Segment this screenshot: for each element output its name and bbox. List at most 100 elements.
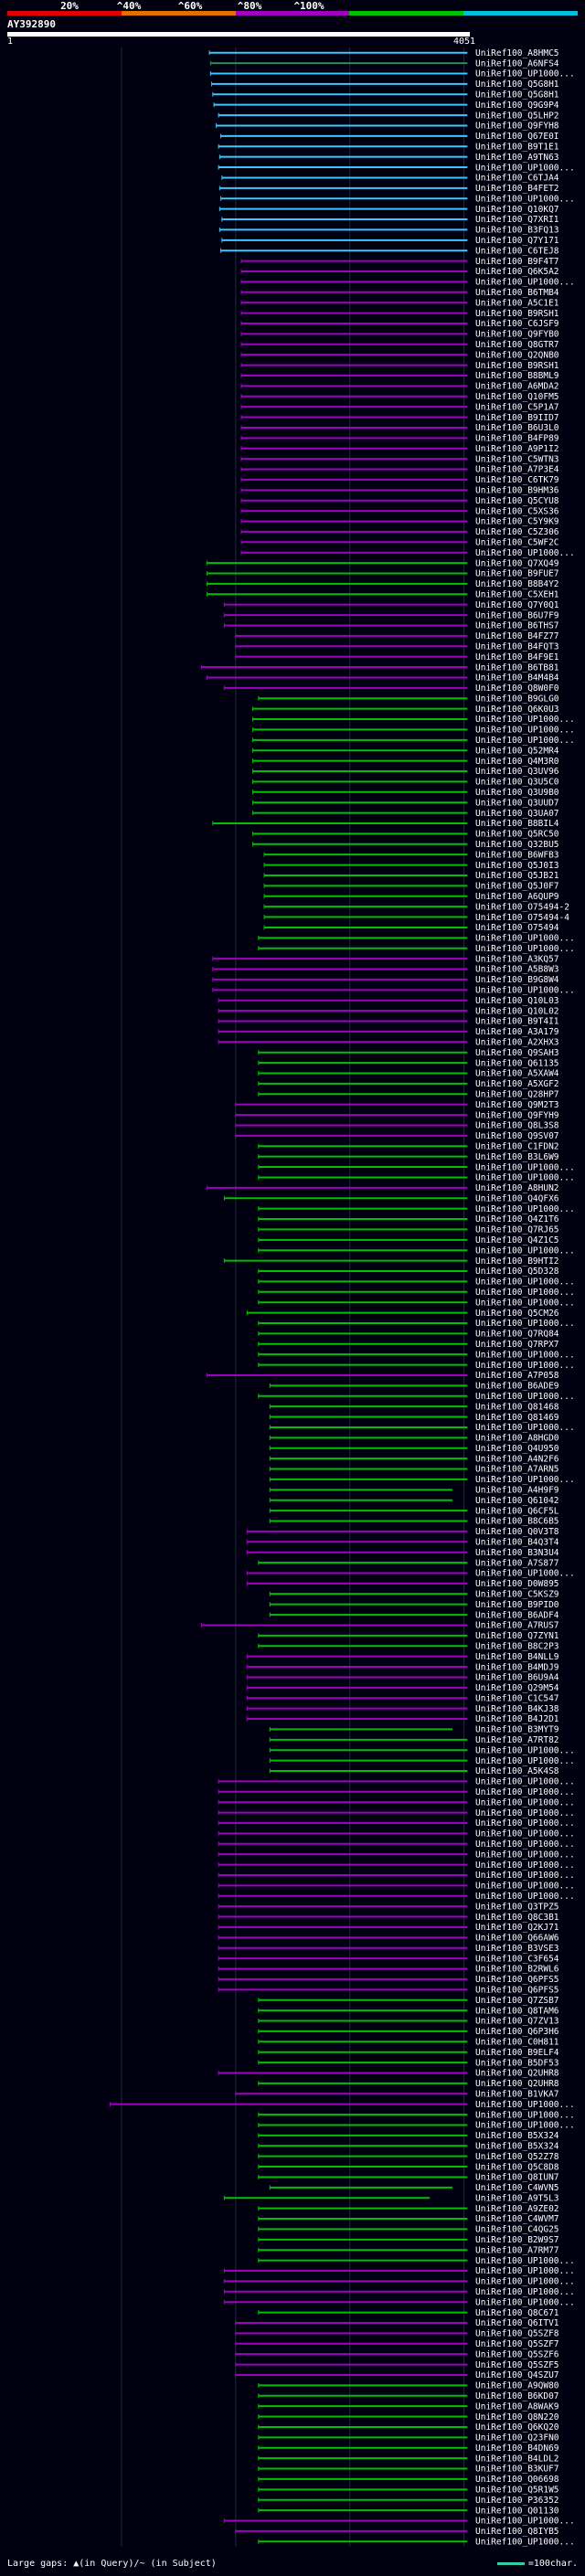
hit-label[interactable]: UniRef100_Q8C671 [475,2308,559,2318]
hit-label[interactable]: UniRef100_B4M4B4 [475,673,559,684]
hit-label[interactable]: UniRef100_UP1000... [475,1392,575,1402]
hit-label[interactable]: UniRef100_A3A179 [475,1027,559,1037]
hit-label[interactable]: UniRef100_Q10L03 [475,996,559,1006]
hit-label[interactable]: UniRef100_Q5JB21 [475,871,559,881]
hit-label[interactable]: UniRef100_Q32BU5 [475,840,559,850]
hit-label[interactable]: UniRef100_Q8IYB5 [475,2527,559,2537]
hit-label[interactable]: UniRef100_Q10FM5 [475,392,559,402]
hit-label[interactable]: UniRef100_UP1000... [475,1818,575,1829]
hit-label[interactable]: UniRef100_C6TEJ8 [475,246,559,256]
hit-label[interactable]: UniRef100_B4DN69 [475,2443,559,2454]
hit-label[interactable]: UniRef100_B9HM36 [475,486,559,496]
hit-label[interactable]: UniRef100_Q8GTR7 [475,340,559,350]
hit-label[interactable]: UniRef100_Q8C3B1 [475,1913,559,1923]
hit-label[interactable]: UniRef100_Q3TPZ5 [475,1902,559,1912]
hit-label[interactable]: UniRef100_B6ADF4 [475,1610,559,1620]
hit-label[interactable]: UniRef100_UP1000... [475,1361,575,1371]
hit-label[interactable]: UniRef100_UP1000... [475,1745,575,1755]
hit-label[interactable]: UniRef100_Q9FYB0 [475,330,559,340]
hit-label[interactable]: UniRef100_O75494 [475,923,559,933]
hit-label[interactable]: UniRef100_Q67E0I [475,132,559,142]
hit-label[interactable]: UniRef100_C4WVN5 [475,2183,559,2193]
hit-label[interactable]: UniRef100_UP1000... [475,2287,575,2297]
hit-label[interactable]: UniRef100_Q6KQ20 [475,2422,559,2433]
hit-label[interactable]: UniRef100_Q6ITV1 [475,2318,559,2328]
hit-label[interactable]: UniRef100_Q2QNB0 [475,350,559,360]
hit-label[interactable]: UniRef100_A8HGD0 [475,1434,559,1444]
hit-label[interactable]: UniRef100_B9PID0 [475,1600,559,1610]
hit-label[interactable]: UniRef100_Q9FYH9 [475,1110,559,1120]
hit-label[interactable]: UniRef100_C5KSZ9 [475,1589,559,1599]
hit-label[interactable]: UniRef100_UP1000... [475,548,575,558]
hit-label[interactable]: UniRef100_Q5J0F7 [475,882,559,892]
hit-label[interactable]: UniRef100_Q5SZF8 [475,2329,559,2339]
hit-label[interactable]: UniRef100_A5C1E1 [475,298,559,308]
hit-label[interactable]: UniRef100_C5Y9K9 [475,517,559,527]
hit-label[interactable]: UniRef100_B6TB81 [475,663,559,673]
hit-label[interactable]: UniRef100_B8B4Y2 [475,579,559,589]
hit-label[interactable]: UniRef100_UP1000... [475,2121,575,2131]
hit-label[interactable]: UniRef100_Q9SAH3 [475,1048,559,1058]
hit-label[interactable]: UniRef100_Q7XQ49 [475,558,559,568]
hit-label[interactable]: UniRef100_A5XAW4 [475,1069,559,1079]
hit-label[interactable]: UniRef100_B9G8W4 [475,975,559,985]
hit-label[interactable]: UniRef100_UP1000... [475,2266,575,2276]
hit-label[interactable]: UniRef100_B3FQ13 [475,226,559,236]
hit-label[interactable]: UniRef100_Q4M3R0 [475,757,559,767]
hit-label[interactable]: UniRef100_A8HMC5 [475,48,559,58]
hit-label[interactable]: UniRef100_B4MDJ9 [475,1662,559,1672]
hit-label[interactable]: UniRef100_UP1000... [475,1860,575,1871]
hit-label[interactable]: UniRef100_A7RUS7 [475,1621,559,1631]
hit-label[interactable]: UniRef100_Q5G8H1 [475,80,559,90]
hit-label[interactable]: UniRef100_Q61135 [475,1058,559,1068]
hit-label[interactable]: UniRef100_Q4SZU7 [475,2370,559,2380]
hit-label[interactable]: UniRef100_UP1000... [475,1204,575,1214]
hit-label[interactable]: UniRef100_UP1000... [475,2277,575,2287]
hit-label[interactable]: UniRef100_Q7RQ84 [475,1330,559,1340]
hit-label[interactable]: UniRef100_UP1000... [475,736,575,746]
hit-label[interactable]: UniRef100_C5P1A7 [475,402,559,412]
hit-label[interactable]: UniRef100_Q10L02 [475,1006,559,1016]
hit-label[interactable]: UniRef100_A7ARN5 [475,1465,559,1475]
hit-label[interactable]: UniRef100_Q81468 [475,1402,559,1412]
hit-label[interactable]: UniRef100_O75494-4 [475,913,569,923]
hit-label[interactable]: UniRef100_UP1000... [475,69,575,80]
hit-label[interactable]: UniRef100_UP1000... [475,726,575,736]
hit-label[interactable]: UniRef100_Q28HP7 [475,1089,559,1099]
hit-label[interactable]: UniRef100_C4QG25 [475,2225,559,2235]
hit-label[interactable]: UniRef100_Q01130 [475,2506,559,2516]
hit-label[interactable]: UniRef100_Q6PFS5 [475,1986,559,1996]
hit-label[interactable]: UniRef100_Q6CF5L [475,1506,559,1516]
hit-label[interactable]: UniRef100_UP1000... [475,1892,575,1902]
hit-label[interactable]: UniRef100_Q9SV07 [475,1131,559,1141]
hit-label[interactable]: UniRef100_B9HTI2 [475,1256,559,1267]
hit-label[interactable]: UniRef100_C0H811 [475,2038,559,2048]
hit-label[interactable]: UniRef100_UP1000... [475,1162,575,1172]
hit-label[interactable]: UniRef100_UP1000... [475,1756,575,1766]
hit-label[interactable]: UniRef100_C6TK79 [475,475,559,485]
hit-label[interactable]: UniRef100_UP1000... [475,2256,575,2266]
hit-label[interactable]: UniRef100_B8BIL4 [475,819,559,829]
hit-label[interactable]: UniRef100_Q66AW6 [475,1934,559,1944]
hit-label[interactable]: UniRef100_Q5C8D8 [475,2162,559,2172]
hit-label[interactable]: UniRef100_Q8L3S8 [475,1121,559,1131]
hit-label[interactable]: UniRef100_Q23FN0 [475,2433,559,2443]
hit-label[interactable]: UniRef100_B9IID7 [475,413,559,423]
hit-label[interactable]: UniRef100_Q5D328 [475,1267,559,1277]
hit-label[interactable]: UniRef100_B9RSH1 [475,361,559,371]
hit-label[interactable]: UniRef100_B2RWL6 [475,1965,559,1975]
hit-label[interactable]: UniRef100_A8WAK9 [475,2401,559,2412]
hit-label[interactable]: UniRef100_Q5SZF6 [475,2349,559,2359]
hit-label[interactable]: UniRef100_B9GLG0 [475,694,559,704]
hit-label[interactable]: UniRef100_A6QUP9 [475,892,559,902]
hit-label[interactable]: UniRef100_Q3UV96 [475,767,559,777]
hit-label[interactable]: UniRef100_C6JSF9 [475,319,559,329]
hit-label[interactable]: UniRef100_Q7RPX7 [475,1340,559,1350]
hit-label[interactable]: UniRef100_UP1000... [475,1808,575,1818]
hit-label[interactable]: UniRef100_B9T4I1 [475,1017,559,1027]
hit-label[interactable]: UniRef100_UP1000... [475,1787,575,1797]
hit-label[interactable]: UniRef100_UP1000... [475,1839,575,1850]
hit-label[interactable]: UniRef100_A9QW80 [475,2381,559,2391]
hit-label[interactable]: UniRef100_UP1000... [475,2538,575,2547]
hit-label[interactable]: UniRef100_A7RM77 [475,2245,559,2255]
